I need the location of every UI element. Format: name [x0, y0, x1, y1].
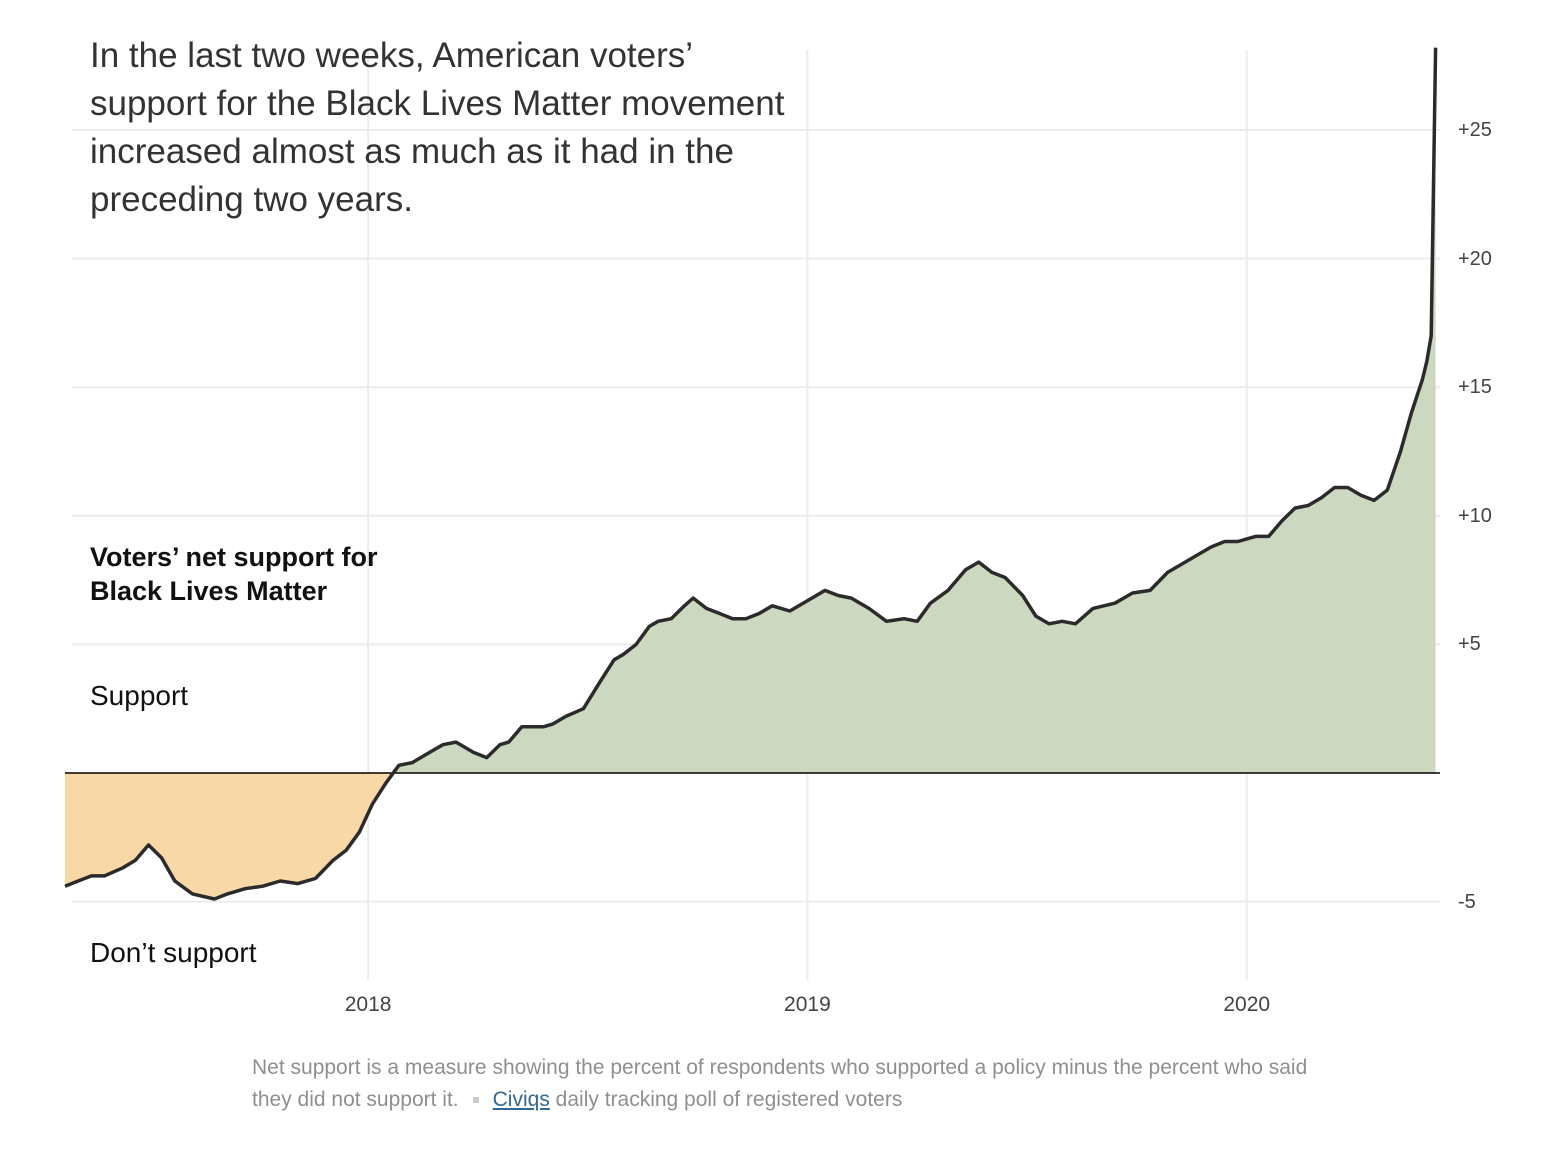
dont-support-label: Don’t support — [90, 937, 257, 968]
y-tick-label: +15 — [1458, 376, 1492, 399]
y-tick-label: +5 — [1458, 633, 1481, 656]
net-support-line — [64, 47, 1438, 901]
chart-title: Voters’ net support for Black Lives Matt… — [90, 542, 378, 606]
y-tick-label: +25 — [1458, 119, 1492, 141]
negative-area — [65, 773, 1436, 899]
support-label: Support — [90, 680, 189, 711]
separator-dot — [472, 1097, 479, 1104]
source-link[interactable]: Civiqs — [492, 1088, 550, 1111]
y-tick-label: -5 — [1458, 890, 1476, 913]
x-tick-label: 2019 — [784, 993, 831, 1016]
headline: In the last two weeks, American voters’ … — [90, 36, 785, 219]
x-tick-label: 2018 — [344, 993, 392, 1016]
footnote: Net support is a measure showing the per… — [252, 1052, 1352, 1116]
x-tick-label: 2020 — [1223, 993, 1271, 1016]
source-description: daily tracking poll of registered voters — [555, 1088, 903, 1111]
positive-area — [65, 47, 1436, 773]
y-tick-label: +20 — [1458, 247, 1492, 270]
footnote-text: Net support is a measure showing the per… — [252, 1056, 1308, 1111]
y-tick-label: +10 — [1458, 504, 1492, 527]
